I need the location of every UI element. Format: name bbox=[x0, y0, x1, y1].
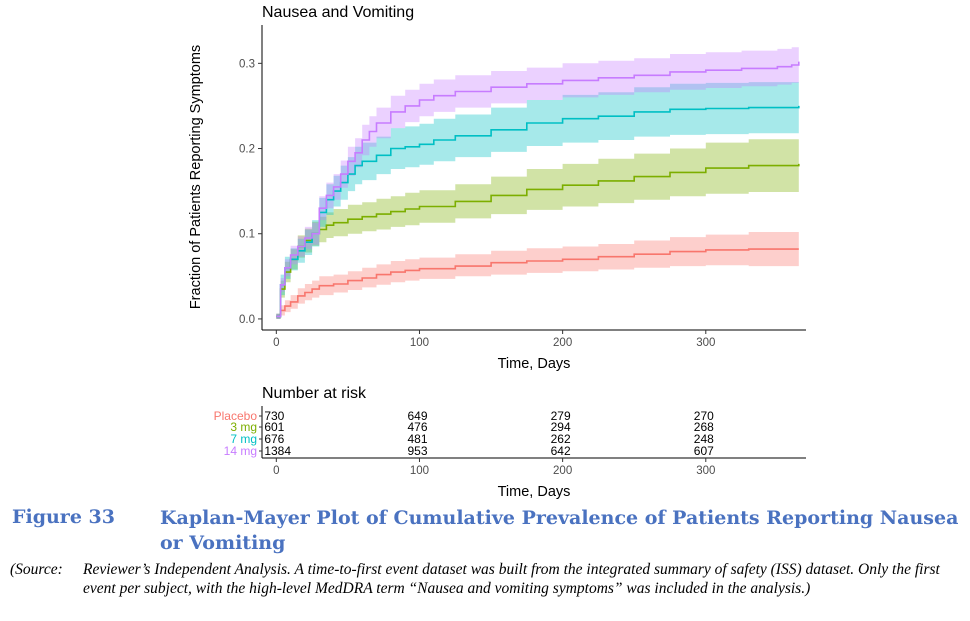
risk-count: 601 bbox=[264, 420, 284, 434]
ci-band-7-mg bbox=[276, 80, 799, 319]
risk-count: 481 bbox=[407, 432, 427, 446]
x-tick-label: 200 bbox=[553, 337, 572, 349]
series-line-7-mg bbox=[276, 105, 800, 318]
y-axis-label: Fraction of Patients Reporting Symptoms bbox=[188, 45, 204, 309]
risk-count: 262 bbox=[551, 432, 571, 446]
y-tick-label: 0.0 bbox=[239, 314, 255, 326]
risk-row-label: 7 mg bbox=[230, 432, 257, 446]
y-tick-label: 0.1 bbox=[239, 229, 255, 241]
risk-x-tick-label: 200 bbox=[553, 465, 572, 477]
risk-count: 676 bbox=[264, 432, 284, 446]
km-plot: Nausea and Vomiting 0.0 0.1 0.2 0.3 0 100 200 3… bbox=[188, 4, 806, 372]
risk-table-title: Number at risk bbox=[262, 385, 367, 402]
risk-count: 730 bbox=[264, 409, 284, 423]
risk-table-body: Placebo 730 649 279 270 3 mg 601 476 294 268 7 mg 6… bbox=[214, 406, 806, 477]
x-tick-label: 300 bbox=[696, 337, 715, 349]
chart-title: Nausea and Vomiting bbox=[262, 4, 414, 21]
risk-count: 1384 bbox=[264, 444, 291, 458]
risk-count: 279 bbox=[551, 409, 571, 423]
risk-x-tick-label: 0 bbox=[273, 465, 279, 477]
source-lead: (Source: bbox=[10, 561, 63, 578]
main-axes: 0.0 0.1 0.2 0.3 0 100 200 300 bbox=[239, 25, 806, 349]
risk-count: 476 bbox=[407, 420, 427, 434]
series-lines bbox=[276, 61, 800, 318]
risk-row-label: 3 mg bbox=[230, 420, 257, 434]
risk-table: Number at risk Placebo 730 649 279 270 3 mg 60… bbox=[214, 385, 806, 500]
kaplan-meier-figure: Nausea and Vomiting 0.0 0.1 0.2 0.3 0 100 200 3… bbox=[188, 4, 806, 500]
x-tick-label: 0 bbox=[273, 337, 279, 349]
ci-band-3-mg bbox=[276, 136, 799, 319]
x-tick-label: 100 bbox=[410, 337, 429, 349]
risk-x-tick-label: 300 bbox=[696, 465, 715, 477]
figure-title: Kaplan-Mayer Plot of Cumulative Prevalen… bbox=[160, 507, 959, 554]
risk-x-tick-label: 100 bbox=[410, 465, 429, 477]
risk-count: 270 bbox=[694, 409, 714, 423]
figure-label: Figure 33 bbox=[12, 506, 115, 528]
source-text: Reviewer’s Independent Analysis. A time-… bbox=[83, 561, 940, 597]
risk-count: 268 bbox=[694, 420, 714, 434]
y-tick-label: 0.2 bbox=[239, 144, 255, 156]
risk-count: 642 bbox=[551, 444, 571, 458]
risk-count: 294 bbox=[551, 420, 571, 434]
risk-count: 649 bbox=[407, 409, 427, 423]
risk-row-label: Placebo bbox=[214, 409, 258, 423]
series-line-14-mg bbox=[276, 61, 800, 318]
risk-count: 248 bbox=[694, 432, 714, 446]
risk-count: 607 bbox=[694, 444, 714, 458]
risk-count: 953 bbox=[407, 444, 427, 458]
x-axis-label: Time, Days bbox=[498, 356, 571, 372]
series-line-placebo bbox=[276, 248, 799, 318]
ci-band-14-mg bbox=[276, 42, 799, 319]
risk-row-label: 14 mg bbox=[224, 444, 257, 458]
y-tick-label: 0.3 bbox=[239, 58, 255, 70]
ci-band-placebo bbox=[276, 232, 799, 319]
risk-x-axis-label: Time, Days bbox=[498, 484, 571, 500]
